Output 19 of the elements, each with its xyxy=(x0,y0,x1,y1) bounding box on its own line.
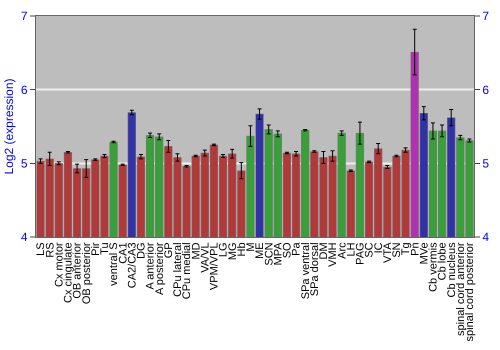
x-tick-label: spinal cord posterior xyxy=(464,242,476,342)
y-tick-label: 7 xyxy=(20,9,28,24)
y-tick-label: 6 xyxy=(20,82,28,97)
y2-tick-label: 4 xyxy=(482,230,490,244)
x-tick-label: Hb xyxy=(236,242,248,256)
x-tick-label: RS xyxy=(44,242,56,258)
x-tick-label: SPa dorsal xyxy=(308,242,321,296)
x-tick-label: IC xyxy=(372,242,385,254)
y2-tick-label: 6 xyxy=(482,82,490,97)
x-tick-label: Tg xyxy=(400,242,412,256)
y2-tick-label: 7 xyxy=(482,9,490,24)
x-tick-label: CPu medial xyxy=(181,242,194,300)
y-tick-label: 5 xyxy=(20,156,28,171)
y-axis-title: Log2 (expression) xyxy=(2,78,16,175)
y-tick-label: 4 xyxy=(20,230,28,244)
x-tick-label: SCN xyxy=(263,242,276,266)
y2-tick-label: 5 xyxy=(482,156,490,171)
x-tick-label: Pa xyxy=(290,242,303,256)
x-tick-label: MVe xyxy=(418,242,430,264)
